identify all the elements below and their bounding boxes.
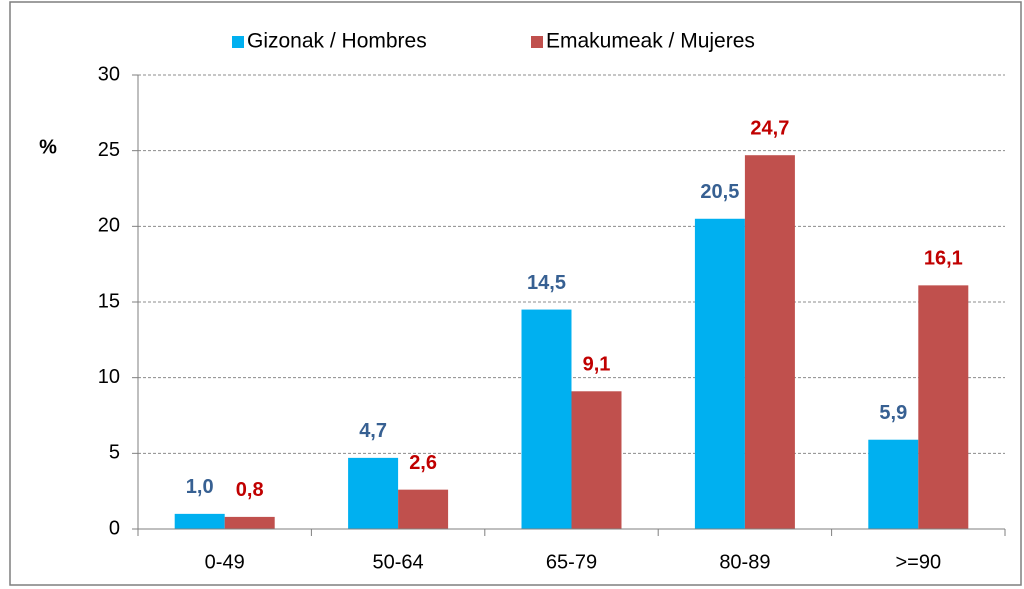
legend-swatch <box>232 36 244 48</box>
bar <box>918 285 969 529</box>
y-tick-label: 20 <box>98 215 120 237</box>
bar <box>744 155 795 529</box>
value-label: 14,5 <box>527 272 566 294</box>
x-tick-label: >=90 <box>895 551 941 573</box>
value-label: 20,5 <box>700 181 739 203</box>
bar <box>694 218 745 529</box>
bar <box>224 516 275 529</box>
y-tick-label: 5 <box>109 442 120 464</box>
legend-swatch <box>531 36 543 48</box>
bar <box>571 391 622 529</box>
chart-frame <box>9 1 1022 586</box>
legend-label: Gizonak / Hombres <box>247 30 427 53</box>
x-tick-label: 0-49 <box>205 551 245 573</box>
value-label: 1,0 <box>186 476 214 498</box>
value-label: 2,6 <box>409 452 437 474</box>
value-label: 0,8 <box>236 479 264 501</box>
bar <box>868 439 919 529</box>
y-axis-label: % <box>39 136 57 158</box>
bar <box>398 489 449 529</box>
value-label: 5,9 <box>879 402 907 424</box>
legend-label: Emakumeak / Mujeres <box>546 30 755 53</box>
y-tick-label: 25 <box>98 139 120 161</box>
y-tick-label: 10 <box>98 366 120 388</box>
y-tick-label: 0 <box>109 517 120 539</box>
x-tick-label: 65-79 <box>546 551 597 573</box>
value-label: 4,7 <box>359 420 387 442</box>
bar <box>174 513 225 529</box>
y-tick-label: 15 <box>98 290 120 312</box>
x-tick-label: 80-89 <box>719 551 770 573</box>
x-tick-label: 50-64 <box>373 551 424 573</box>
y-tick-label: 30 <box>98 63 120 85</box>
bar <box>521 309 572 529</box>
bar <box>348 457 399 529</box>
value-label: 24,7 <box>750 117 789 139</box>
value-label: 16,1 <box>924 248 963 270</box>
value-label: 9,1 <box>583 354 611 376</box>
